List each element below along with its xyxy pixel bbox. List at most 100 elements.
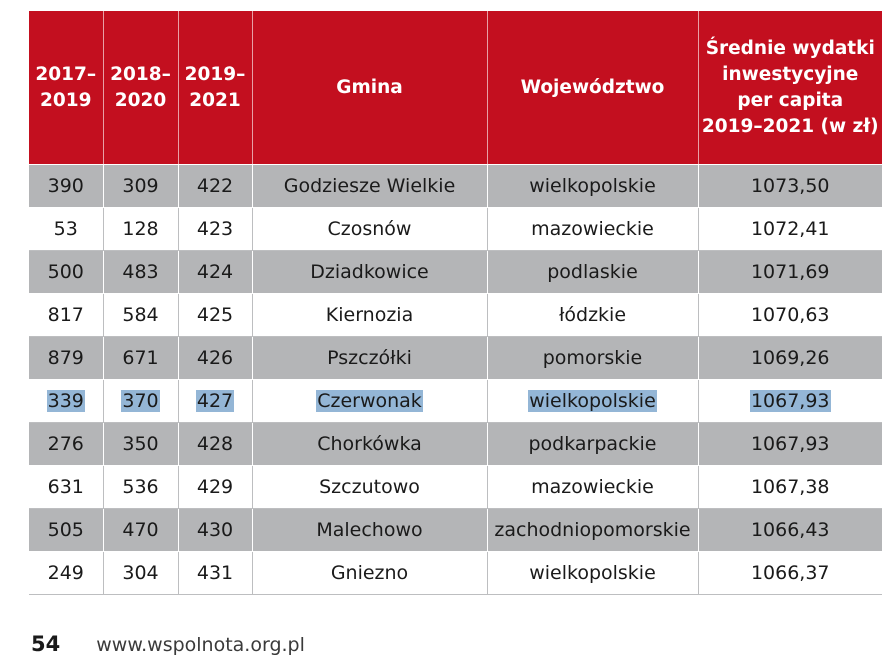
cell-rank-2019-2021: 423 (177, 207, 252, 251)
cell-rank-2019-2021: 424 (177, 250, 252, 294)
cell-text: 427 (195, 390, 235, 412)
table-row: 390 309 422 Godziesze Wielkie wielkopolskie 1… (29, 164, 882, 208)
table-row: 276 350 428 Chorkówka podkarpackie 1067,93 (29, 422, 882, 466)
cell-rank-2017-2019: 500 (29, 250, 103, 294)
table-row: 249 304 431 Gniezno wielkopolskie 1066,37 (29, 551, 882, 595)
cell-rank-2019-2021: 422 (177, 164, 252, 208)
header-line: 2019–2021 (w zł) (701, 115, 879, 137)
cell-text: Czerwonak (316, 390, 423, 412)
cell-text: 309 (122, 175, 159, 197)
cell-text: 425 (196, 304, 234, 326)
cell-wojewodztwo: wielkopolskie (486, 551, 698, 595)
cell-text: 276 (47, 433, 84, 455)
cell-text: Malechowo (316, 519, 423, 541)
table-header: 2017– 2019 2018– 2020 2019– 2021 Gmina Wojewódz… (29, 11, 882, 165)
cell-rank-2017-2019: 879 (29, 336, 103, 380)
cell-wojewodztwo: łódzkie (486, 293, 698, 337)
cell-text: wielkopolskie (529, 175, 656, 197)
cell-rank-2017-2019: 53 (29, 207, 103, 251)
cell-text: 422 (196, 175, 234, 197)
cell-rank-2018-2020: 584 (102, 293, 178, 337)
cell-avg-spending: 1072,41 (697, 207, 882, 251)
header-line: 2019 (40, 89, 92, 111)
cell-rank-2018-2020: 671 (102, 336, 178, 380)
cell-text: podkarpackie (528, 433, 657, 455)
header-avg-spending: Średnie wydatki inwestycyjne per capita 201… (697, 11, 882, 165)
table-body: 390 309 422 Godziesze Wielkie wielkopolskie 1… (29, 164, 882, 595)
cell-text: 1073,50 (750, 175, 830, 197)
header-line: 2019– (184, 63, 246, 85)
cell-rank-2018-2020: 536 (102, 465, 178, 509)
cell-text: Chorkówka (317, 433, 422, 455)
cell-text: 304 (122, 562, 159, 584)
header-line: 2020 (114, 89, 167, 111)
table-row: 817 584 425 Kiernozia łódzkie 1070,63 (29, 293, 882, 337)
cell-rank-2017-2019: 390 (29, 164, 103, 208)
table-row-highlighted: 339 370 427 Czerwonak wielkopolskie 1067,93 (29, 379, 882, 423)
cell-rank-2018-2020: 304 (102, 551, 178, 595)
cell-avg-spending: 1073,50 (697, 164, 882, 208)
cell-text: 1066,37 (750, 562, 830, 584)
cell-text: Szczutowo (319, 476, 420, 498)
cell-text: 536 (122, 476, 159, 498)
cell-text: 1070,63 (750, 304, 830, 326)
cell-wojewodztwo: wielkopolskie (486, 379, 698, 423)
cell-avg-spending: 1067,93 (697, 422, 882, 466)
cell-gmina: Gniezno (251, 551, 487, 595)
cell-text: Pszczółki (327, 347, 412, 369)
cell-text: mazowieckie (531, 476, 654, 498)
cell-text: 671 (122, 347, 159, 369)
header-line: 2018– (110, 63, 171, 85)
cell-wojewodztwo: wielkopolskie (486, 164, 698, 208)
header-line: 2021 (189, 89, 241, 111)
header-rank-2019-2021: 2019– 2021 (177, 11, 252, 165)
cell-text: 390 (47, 175, 84, 197)
cell-text: 429 (196, 476, 234, 498)
cell-text: 370 (121, 390, 160, 412)
cell-text: wielkopolskie (529, 562, 656, 584)
ranking-table: 2017– 2019 2018– 2020 2019– 2021 Gmina Wojewódz… (29, 11, 882, 595)
cell-text: wielkopolskie (528, 390, 657, 412)
cell-text: 483 (122, 261, 159, 283)
cell-text: 1071,69 (750, 261, 830, 283)
cell-text: 426 (196, 347, 234, 369)
cell-rank-2019-2021: 431 (177, 551, 252, 595)
cell-avg-spending: 1070,63 (697, 293, 882, 337)
cell-text: łódzkie (558, 304, 627, 326)
cell-gmina: Czosnów (251, 207, 487, 251)
cell-rank-2018-2020: 370 (102, 379, 178, 423)
cell-text: Kiernozia (325, 304, 414, 326)
cell-gmina: Czerwonak (251, 379, 487, 423)
cell-text: 350 (122, 433, 159, 455)
cell-rank-2017-2019: 276 (29, 422, 103, 466)
cell-text: 1067,93 (750, 433, 830, 455)
cell-text: 128 (122, 218, 159, 240)
cell-rank-2019-2021: 425 (177, 293, 252, 337)
page-number: 54 (31, 632, 61, 656)
cell-text: 1069,26 (750, 347, 830, 369)
header-line: Średnie wydatki (705, 37, 875, 59)
cell-wojewodztwo: mazowieckie (486, 207, 698, 251)
cell-text: 470 (122, 519, 159, 541)
cell-text: 53 (53, 218, 78, 240)
cell-text: 631 (47, 476, 84, 498)
cell-text: 1072,41 (750, 218, 830, 240)
cell-text: 423 (196, 218, 234, 240)
cell-wojewodztwo: podkarpackie (486, 422, 698, 466)
cell-text: 505 (47, 519, 84, 541)
cell-avg-spending: 1069,26 (697, 336, 882, 380)
cell-rank-2019-2021: 426 (177, 336, 252, 380)
cell-gmina: Kiernozia (251, 293, 487, 337)
cell-rank-2018-2020: 470 (102, 508, 178, 552)
cell-text: 428 (196, 433, 234, 455)
cell-text: pomorskie (542, 347, 643, 369)
cell-text: 424 (196, 261, 234, 283)
header-rank-2017-2019: 2017– 2019 (29, 11, 103, 165)
cell-text: 879 (47, 347, 84, 369)
cell-rank-2017-2019: 249 (29, 551, 103, 595)
header-line: Województwo (520, 76, 665, 98)
cell-rank-2017-2019: 817 (29, 293, 103, 337)
cell-text: Czosnów (327, 218, 412, 240)
cell-rank-2019-2021: 427 (177, 379, 252, 423)
table-row: 879 671 426 Pszczółki pomorskie 1069,26 (29, 336, 882, 380)
